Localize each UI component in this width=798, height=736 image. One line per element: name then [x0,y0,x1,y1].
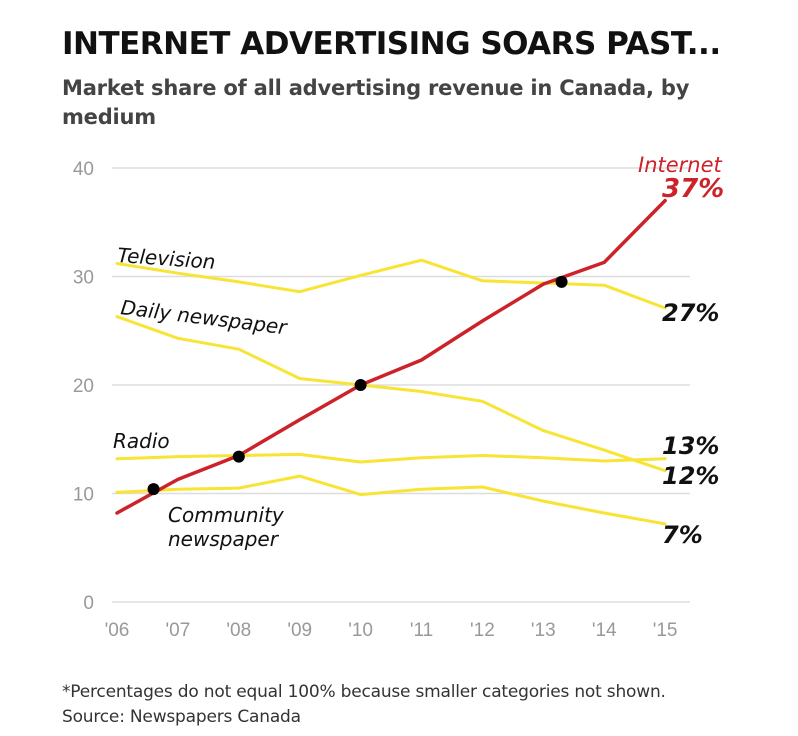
footnote: *Percentages do not equal 100% because s… [62,682,666,702]
y-tick-label-20: 20 [73,376,94,397]
series-line-community-newspaper [115,474,667,526]
crossing-marker-2 [232,450,245,463]
series-line-internet [115,198,667,515]
y-tick-label-10: 10 [73,485,94,506]
y-tick-label-30: 30 [73,268,94,289]
series-line-daily-newspaper [115,315,667,473]
y-tick-label-0: 0 [83,593,94,614]
end-value-television: 27% [662,299,719,327]
x-tick-label-2006: '06 [105,620,130,641]
series-label-internet: Internet [638,153,723,177]
source: Source: Newspapers Canada [62,707,301,727]
series-line-radio [115,452,667,464]
series-label-radio: Radio [113,429,170,453]
x-tick-label-2011: '11 [410,620,433,641]
chart-subtitle: Market share of all advertising revenue … [62,76,690,129]
x-tick-label-2014: '14 [592,620,617,641]
y-tick-label-40: 40 [73,159,94,180]
end-value-daily-newspaper: 12% [662,462,719,490]
series-line-television [115,258,667,310]
end-value-community-newspaper: 7% [662,521,703,549]
crossing-marker-3 [354,379,367,391]
end-value-internet: 37% [662,174,724,204]
x-tick-label-2012: '12 [470,620,495,641]
x-tick-label-2008: '08 [226,620,251,641]
x-tick-label-2013: '13 [531,620,556,641]
series-label-community-newspaper: Community newspaper [168,503,285,551]
chart-title: INTERNET ADVERTISING SOARS PAST... [62,26,721,62]
crossing-marker-1 [147,483,160,496]
series-label-daily-newspaper: Daily newspaper [119,295,289,339]
x-tick-label-2010: '10 [348,620,373,641]
series-label-television: Television [117,243,217,274]
x-tick-label-2015: '15 [653,620,678,641]
end-value-radio: 13% [662,432,719,460]
x-tick-label-2007: '07 [166,620,191,641]
crossing-marker-4 [555,275,568,288]
x-tick-label-2009: '09 [287,620,312,641]
footnote-block: *Percentages do not equal 100% because s… [62,680,666,730]
